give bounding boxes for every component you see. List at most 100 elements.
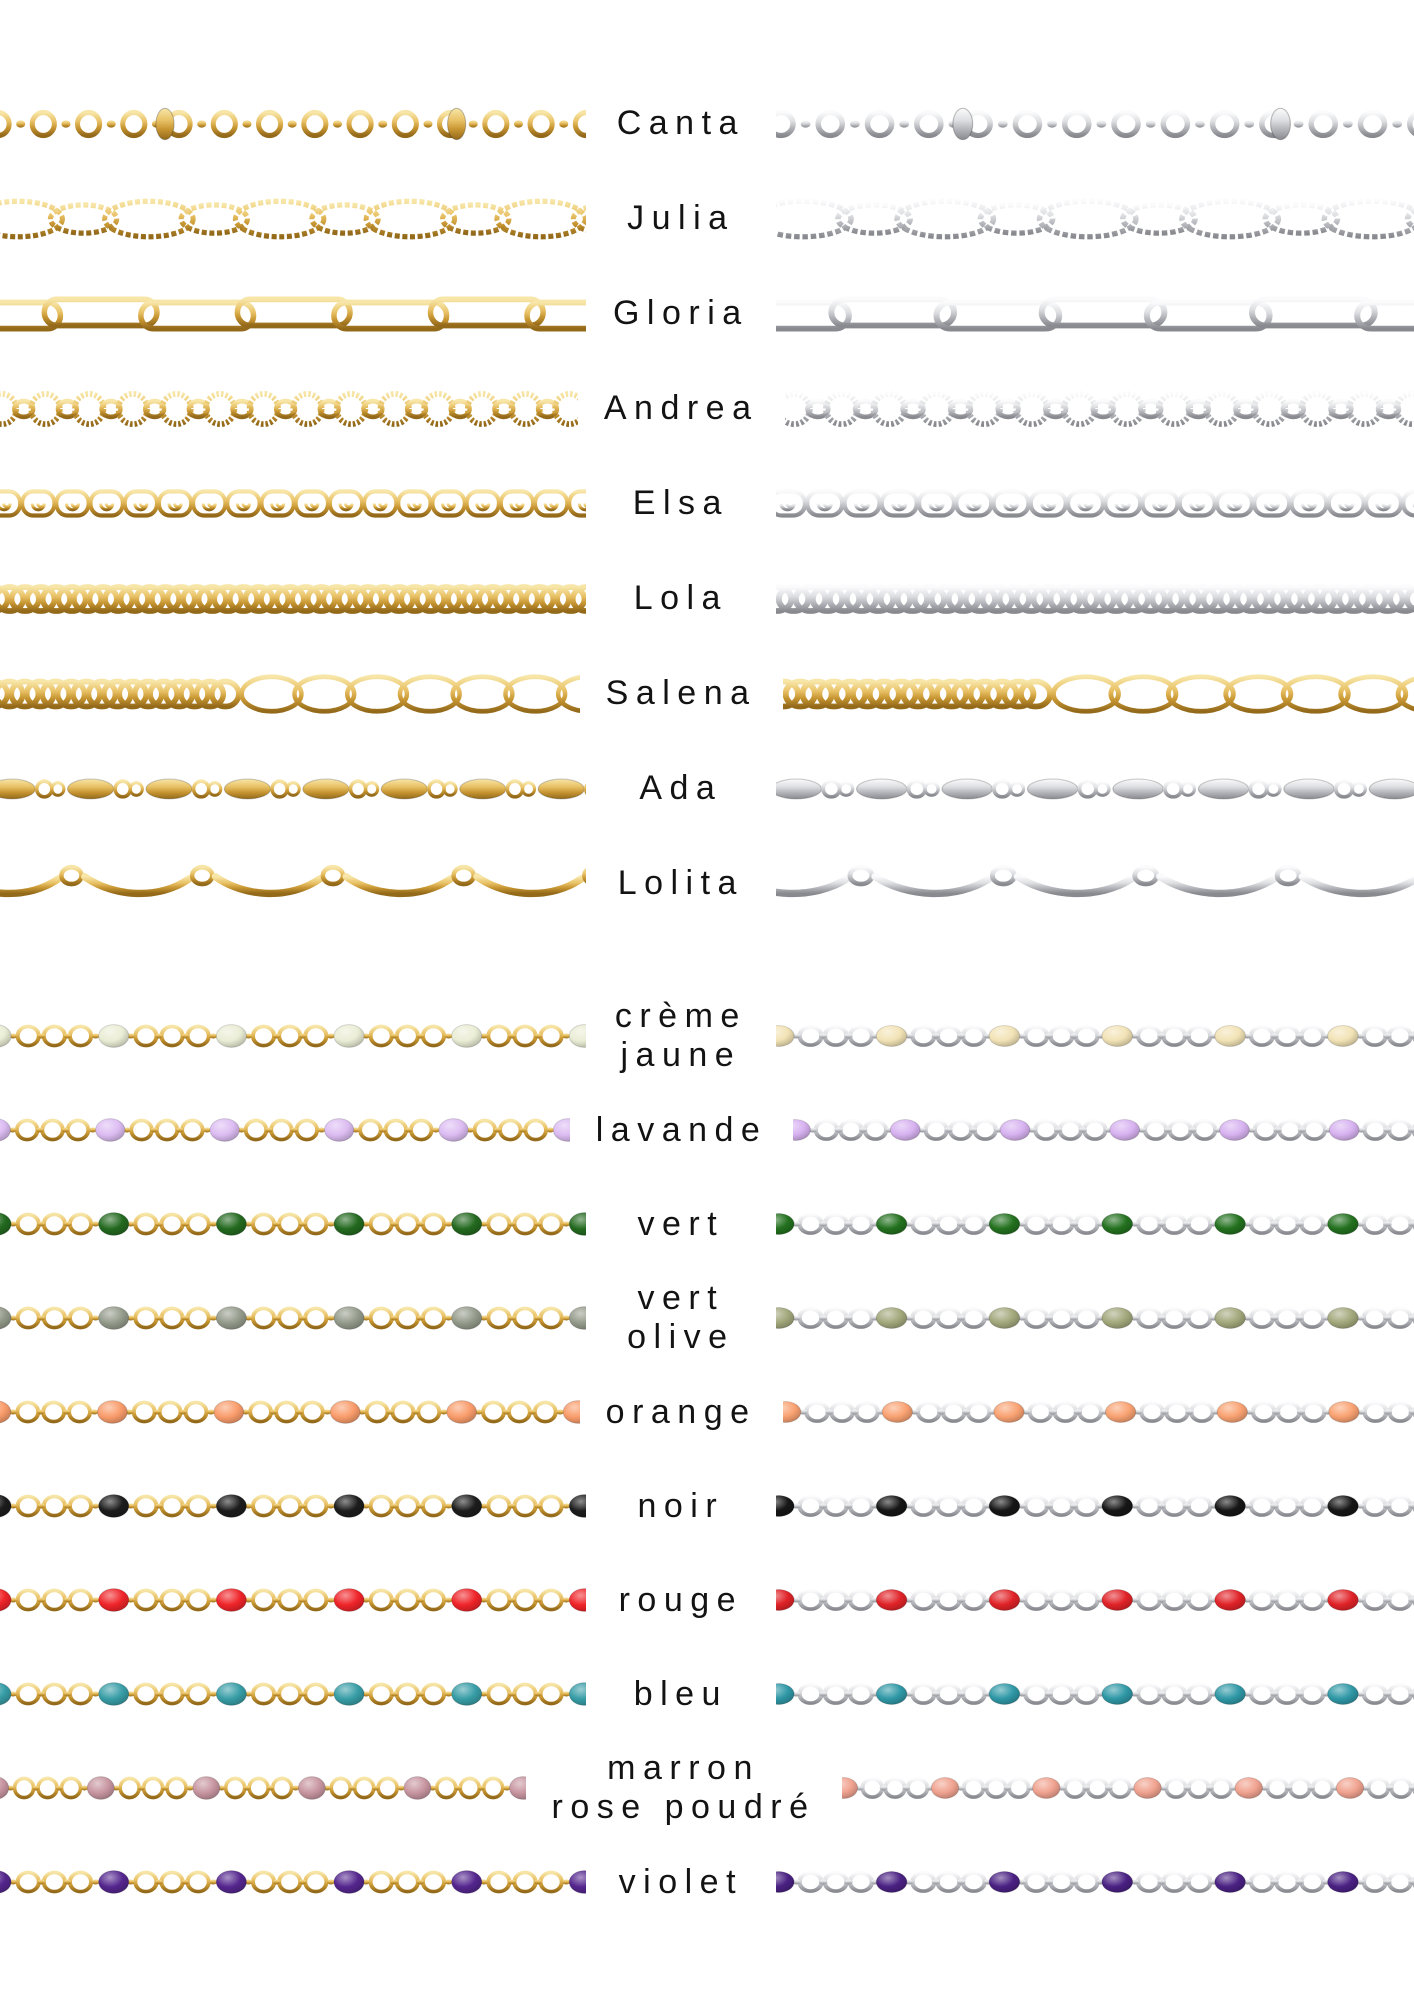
chain-row: Gloria — [0, 266, 1414, 361]
silver-chain-cell — [775, 766, 1414, 812]
silver-chain-cell — [793, 1110, 1414, 1150]
silver-chain-image — [793, 1119, 1414, 1141]
silver-chain-cell — [775, 861, 1414, 907]
chain-name-label: crème jaune — [614, 997, 747, 1074]
silver-chain-cell — [775, 196, 1414, 242]
silver-chain-cell — [775, 1862, 1414, 1902]
chain-row: Andrea — [0, 361, 1414, 456]
chain-label-cell: noir — [586, 1487, 776, 1526]
chain-row: vert olive — [0, 1271, 1414, 1365]
gold-chain-cell — [0, 1204, 586, 1244]
chain-row: noir — [0, 1459, 1414, 1553]
gold-chain-image — [0, 864, 586, 897]
silver-chain-cell — [775, 1298, 1414, 1338]
gold-chain-cell — [0, 1580, 586, 1620]
silver-chain-cell — [775, 101, 1414, 147]
gold-chain-image — [782, 673, 1414, 714]
chain-row: orange — [0, 1365, 1414, 1459]
section-chain-styles: Canta Julia Gloria Andrea Elsa Lola — [0, 76, 1414, 931]
gold-chain-cell — [0, 481, 586, 527]
gold-chain-cell — [0, 386, 578, 432]
chain-label-cell: Julia — [586, 199, 776, 238]
silver-chain-cell — [782, 1392, 1414, 1432]
gold-chain-image — [0, 1118, 570, 1142]
gold-chain-image — [0, 673, 580, 714]
silver-chain-image — [775, 1495, 1414, 1517]
silver-chain-cell — [784, 386, 1414, 432]
gold-chain-image — [0, 1682, 586, 1706]
chain-label-cell: Ada — [586, 769, 776, 808]
gold-chain-cell — [0, 291, 586, 337]
chain-name-label: Elsa — [632, 484, 729, 523]
section-bead-colors: crème jaune lavande vert vert olive oran… — [0, 989, 1414, 1929]
gold-chain-image — [0, 198, 586, 239]
gold-chain-cell — [0, 576, 586, 622]
chain-label-cell: Gloria — [586, 294, 776, 333]
chain-comparison-page: Canta Julia Gloria Andrea Elsa Lola — [0, 76, 1414, 1929]
silver-chain-cell — [775, 1674, 1414, 1714]
gold-chain-image — [0, 1306, 586, 1330]
chain-row: Canta — [0, 76, 1414, 171]
silver-chain-image — [775, 778, 1414, 799]
silver-chain-image — [775, 1307, 1414, 1329]
chain-label-cell: vert olive — [586, 1279, 776, 1357]
chain-label-cell: bleu — [586, 1675, 776, 1714]
chain-label-cell: Elsa — [586, 484, 776, 523]
chain-name-label: Gloria — [612, 294, 749, 333]
silver-chain-image — [775, 864, 1414, 897]
silver-chain-image — [775, 198, 1414, 239]
gold-chain-image — [0, 1024, 586, 1048]
silver-chain-image — [775, 583, 1414, 614]
chain-label-cell: marron rose poudré — [526, 1749, 842, 1827]
chain-label-cell: vert — [586, 1205, 776, 1244]
chain-name-label: Andrea — [603, 389, 759, 428]
chain-label-cell: Andrea — [578, 389, 785, 428]
chain-name-label: vert olive — [627, 1279, 735, 1356]
gold-chain-image — [0, 107, 586, 140]
gold-chain-cell — [0, 1768, 526, 1808]
chain-label-cell: rouge — [586, 1581, 776, 1620]
chain-name-label: marron rose poudré — [551, 1749, 816, 1826]
silver-chain-image — [775, 1683, 1414, 1705]
chain-row: violet — [0, 1835, 1414, 1929]
chain-name-label: lavande — [595, 1110, 768, 1149]
silver-chain-cell — [775, 576, 1414, 622]
gold-chain-cell — [0, 1486, 586, 1526]
gold-chain-image — [0, 488, 586, 518]
gold-chain-cell — [0, 1862, 586, 1902]
chain-name-label: Canta — [616, 104, 745, 143]
silver-chain-image — [841, 1777, 1414, 1799]
chain-row: rouge — [0, 1553, 1414, 1647]
gold-chain-cell — [0, 1298, 586, 1338]
silver-chain-image — [784, 390, 1414, 427]
chain-label-cell: crème jaune — [586, 997, 776, 1075]
gold-chain-image — [0, 583, 586, 614]
chain-name-label: noir — [637, 1486, 725, 1525]
gold-chain-image — [0, 1776, 526, 1800]
chain-name-label: orange — [605, 1392, 757, 1431]
silver-chain-image — [775, 1025, 1414, 1047]
chain-row: bleu — [0, 1647, 1414, 1741]
chain-name-label: Julia — [627, 199, 735, 238]
gold-chain-cell — [0, 101, 586, 147]
silver-chain-cell — [775, 1016, 1414, 1056]
gold-chain-cell — [0, 196, 586, 242]
silver-chain-cell — [782, 671, 1414, 717]
chain-label-cell: violet — [586, 1863, 776, 1902]
silver-chain-cell — [775, 1486, 1414, 1526]
silver-chain-cell — [841, 1768, 1414, 1808]
chain-name-label: Ada — [639, 769, 723, 808]
silver-chain-image — [775, 295, 1414, 332]
gold-chain-cell — [0, 1110, 570, 1150]
silver-chain-image — [782, 1401, 1414, 1423]
silver-chain-image — [775, 488, 1414, 518]
silver-chain-image — [775, 1589, 1414, 1611]
chain-row: lavande — [0, 1083, 1414, 1177]
chain-name-label: Lola — [633, 579, 728, 618]
chain-row: Salena — [0, 646, 1414, 741]
silver-chain-image — [775, 107, 1414, 140]
chain-name-label: rouge — [618, 1580, 744, 1619]
silver-chain-image — [775, 1871, 1414, 1893]
chain-row: Julia — [0, 171, 1414, 266]
gold-chain-image — [0, 1494, 586, 1518]
